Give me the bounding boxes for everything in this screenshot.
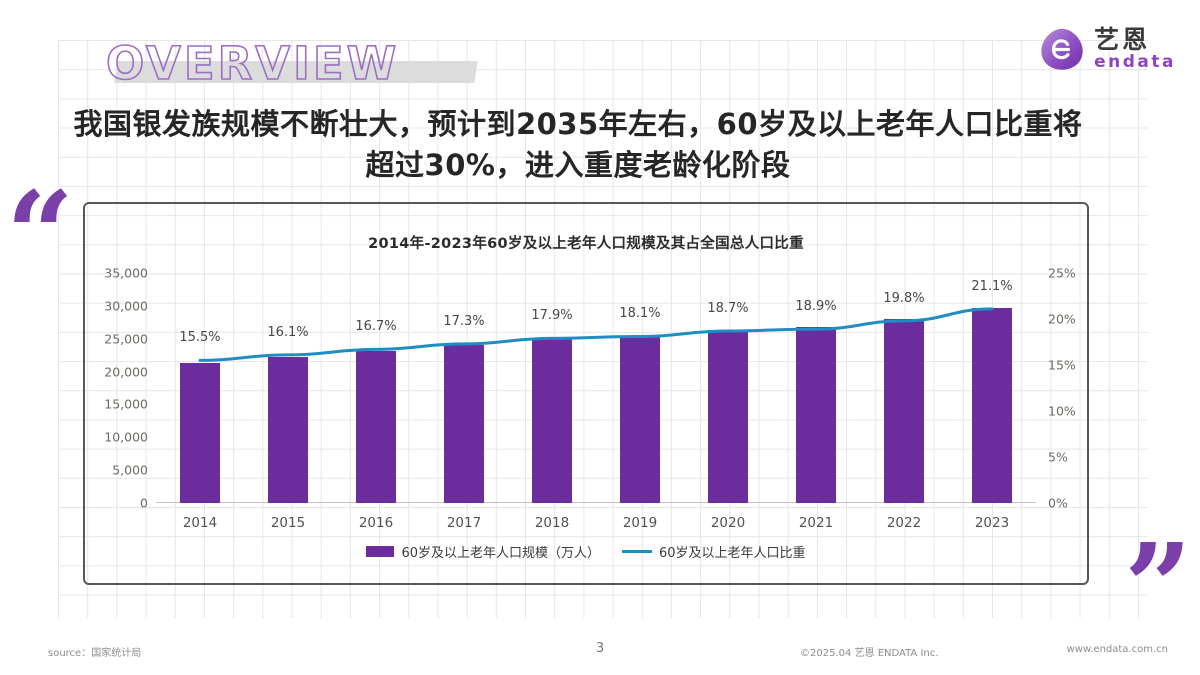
y-right-tick: 5% [1048,449,1068,465]
chart-plot-area: 0 5,000 10,000 15,000 20,000 25,000 30,000 35,0… [104,266,1076,532]
graph-paper-background [58,40,1148,618]
footer-copyright: ©2025.04 艺恩 ENDATA Inc. [800,648,939,659]
legend-label-population: 60岁及以上老年人口规模（万人） [401,546,600,561]
x-axis-label-2022: 2022 [886,515,922,531]
x-axis-label-2019: 2019 [622,515,658,531]
data-label-2021: 18.9% [795,299,837,315]
y-left-tick: 0 [140,495,148,511]
data-label-2015: 16.1% [267,324,309,340]
data-label-2019: 18.1% [619,306,661,322]
data-label-2016: 16.7% [355,319,397,335]
chart-title: 2014年-2023年60岁及以上老年人口规模及其占全国总人口比重 [368,236,804,252]
y-left-tick: 25,000 [104,331,148,347]
y-left-tick: 5,000 [112,462,148,478]
legend-swatch-icon [366,546,395,557]
data-label-2017: 17.3% [443,313,485,329]
footer-source: source：国家统计局 [48,648,142,659]
overview-label: OVERVIEW [105,36,400,91]
bar-2014 [180,363,220,503]
legend-item-population: 60岁及以上老年人口规模（万人） [366,542,600,561]
y-left-tick: 35,000 [104,265,148,281]
brand-name-cn: 艺恩 [1094,25,1151,54]
brand-logo: 艺恩 endata [1039,26,1176,72]
x-axis-label-2020: 2020 [710,515,746,531]
data-label-2020: 18.7% [707,300,749,316]
y-right-tick: 0% [1048,495,1068,511]
quote-open-icon: “ [6,165,74,304]
brand-wordmark: 艺恩 endata [1094,27,1176,71]
y-right-tick: 10% [1048,403,1076,419]
data-label-2014: 15.5% [179,330,221,346]
legend-label-share: 60岁及以上老年人口比重 [659,546,806,561]
y-left-tick: 20,000 [104,364,148,380]
section-title-overview: OVERVIEW [105,36,478,91]
x-axis-label-2018: 2018 [534,515,570,531]
bar-2019 [620,336,660,503]
chart-card: 2014年-2023年60岁及以上老年人口规模及其占全国总人口比重 0 5,000… [83,202,1089,585]
x-axis-label-2023: 2023 [974,515,1010,531]
chart-legend: 60岁及以上老年人口规模（万人） 60岁及以上老年人口比重 [85,542,1087,561]
y-left-tick: 10,000 [104,429,148,445]
quote-close-icon: ” [1124,517,1192,656]
bar-2018 [532,339,572,503]
bar-2020 [708,329,748,503]
x-axis-line [156,502,1036,503]
slide-footer: source：国家统计局 3 ©2025.04 艺恩 ENDATA Inc. w… [0,641,1200,661]
y-right-tick: 15% [1048,357,1076,373]
page-title: 我国银发族规模不断壮大，预计到2035年左右，60岁及以上老年人口比重将超过30… [73,107,1083,183]
data-label-2022: 19.8% [883,290,925,306]
x-axis-label-2015: 2015 [270,515,306,531]
bar-2021 [796,327,836,503]
legend-line-icon [622,550,652,553]
bar-2022 [884,318,924,503]
bar-2017 [444,344,484,503]
x-axis-label-2017: 2017 [446,515,482,531]
bar-2015 [268,357,308,503]
legend-item-share: 60岁及以上老年人口比重 [622,542,806,561]
y-right-tick: 25% [1048,265,1076,281]
footer-url: www.endata.com.cn [1066,644,1168,655]
bar-2016 [356,351,396,503]
y-left-tick: 15,000 [104,396,148,412]
y-left-tick: 30,000 [104,298,148,314]
data-label-2018: 17.9% [531,308,573,324]
bar-2023 [972,307,1012,503]
y-right-tick: 20% [1048,311,1076,327]
x-axis-label-2016: 2016 [358,515,394,531]
x-axis-label-2021: 2021 [798,515,834,531]
footer-page-number: 3 [595,641,605,656]
endata-e-logo-icon [1041,28,1083,70]
brand-name-en: endata [1094,52,1176,72]
data-label-2023: 21.1% [971,278,1013,294]
share-trend-line [198,307,994,362]
line-series [198,307,994,362]
x-axis-label-2014: 2014 [182,515,218,531]
